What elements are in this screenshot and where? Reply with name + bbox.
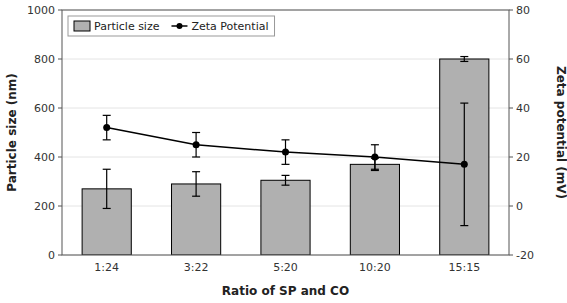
- error-cap: [282, 175, 290, 176]
- error-bar: [460, 57, 468, 62]
- error-cap: [282, 164, 290, 165]
- tick-label: 400: [34, 151, 55, 164]
- error-cap: [460, 56, 468, 57]
- legend-item: Particle size: [74, 20, 160, 33]
- tick-mark: [509, 10, 513, 11]
- error-stem: [464, 57, 465, 62]
- error-cap: [282, 185, 290, 186]
- tick-mark: [58, 108, 62, 109]
- error-cap: [282, 139, 290, 140]
- x-axis-label: Ratio of SP and CO: [222, 284, 349, 298]
- error-cap: [103, 139, 111, 140]
- tick-label: 80: [516, 4, 530, 17]
- legend-marker: [176, 23, 182, 29]
- error-cap: [192, 156, 200, 157]
- bar: [440, 59, 489, 255]
- error-bar: [192, 133, 200, 158]
- tick-label: 0: [48, 249, 55, 262]
- error-stem: [285, 175, 286, 185]
- marker: [193, 141, 200, 148]
- error-stem: [196, 172, 197, 197]
- tick-label: 800: [34, 53, 55, 66]
- error-cap: [103, 169, 111, 170]
- tick-mark: [509, 59, 513, 60]
- tick-label: 0: [516, 200, 523, 213]
- tick-mark: [58, 255, 62, 256]
- tick-label: -20: [516, 249, 534, 262]
- tick-label: 20: [516, 151, 530, 164]
- bar: [261, 180, 310, 255]
- error-cap: [460, 61, 468, 62]
- tick-mark: [509, 206, 513, 207]
- error-cap: [103, 115, 111, 116]
- tick-mark: [58, 10, 62, 11]
- legend: Particle size Zeta Potential: [68, 16, 275, 36]
- tick-label: 600: [34, 102, 55, 115]
- legend-swatch: [74, 21, 90, 31]
- legend-label: Particle size: [94, 20, 160, 33]
- error-bar: [103, 115, 111, 140]
- tick-mark: [58, 206, 62, 207]
- error-bar: [192, 172, 200, 197]
- tick-label: 60: [516, 53, 530, 66]
- tick-mark: [58, 59, 62, 60]
- tick-mark: [509, 255, 513, 256]
- legend-item: Zeta Potential: [171, 20, 268, 33]
- marker: [103, 124, 110, 131]
- tick-label: 1:24: [94, 261, 119, 274]
- error-cap: [192, 132, 200, 133]
- tick-label: 40: [516, 102, 530, 115]
- error-cap: [371, 170, 379, 171]
- tick-label: 5:20: [273, 261, 298, 274]
- error-bar: [282, 175, 290, 185]
- error-cap: [460, 225, 468, 226]
- tick-mark: [509, 108, 513, 109]
- error-stem: [106, 169, 107, 208]
- error-bar: [103, 169, 111, 208]
- plot-frame: [62, 10, 509, 255]
- plot-area: [82, 57, 489, 255]
- error-cap: [371, 169, 379, 170]
- error-bar: [371, 145, 379, 170]
- tick-label: 10:20: [359, 261, 391, 274]
- y2-axis-label: Zeta potential (mV): [554, 66, 567, 199]
- error-cap: [460, 102, 468, 103]
- line: [107, 128, 465, 165]
- tick-label: 200: [34, 200, 55, 213]
- error-cap: [103, 208, 111, 209]
- legend-box: [68, 16, 275, 36]
- tick-label: 15:15: [448, 261, 480, 274]
- error-cap: [192, 171, 200, 172]
- legend-label: Zeta Potential: [191, 20, 268, 33]
- error-bar: [282, 140, 290, 165]
- marker: [371, 154, 378, 161]
- bar: [350, 164, 399, 255]
- marker: [282, 149, 289, 156]
- marker: [461, 161, 468, 168]
- y-axis-label: Particle size (nm): [5, 73, 19, 191]
- tick-mark: [509, 157, 513, 158]
- error-cap: [192, 196, 200, 197]
- tick-mark: [58, 157, 62, 158]
- tick-label: 1000: [27, 4, 55, 17]
- error-bar: [460, 103, 468, 226]
- chart: 0 200 400 600 800 1000 -20 0 20 40 60 80 1:24 3:22 5:2…: [0, 0, 567, 303]
- tick-label: 3:22: [184, 261, 209, 274]
- error-cap: [371, 144, 379, 145]
